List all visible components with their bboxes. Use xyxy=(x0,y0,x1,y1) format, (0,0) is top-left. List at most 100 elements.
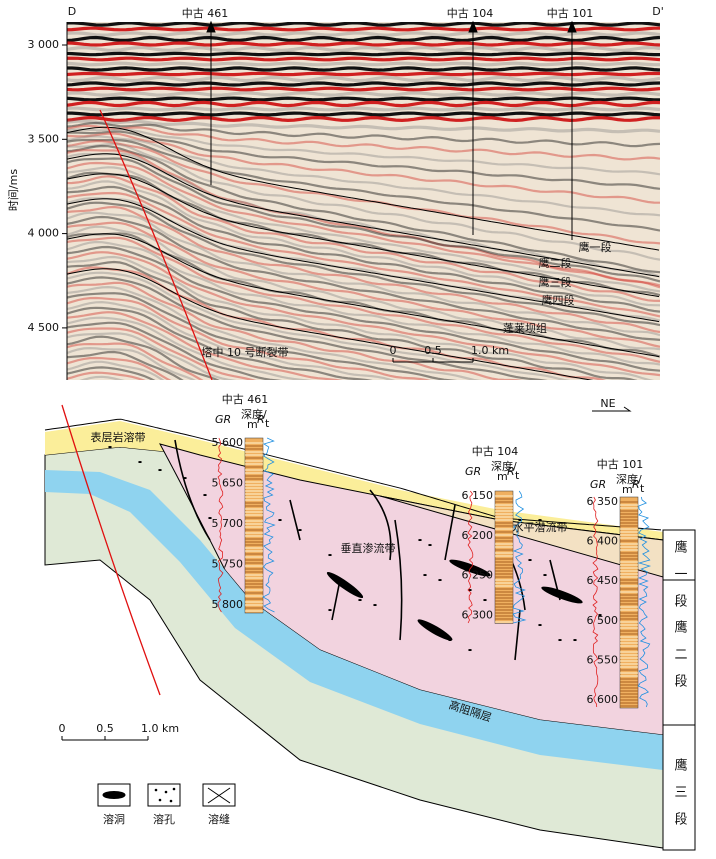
horizon xyxy=(67,268,594,380)
rt-curve xyxy=(262,437,276,613)
reflector xyxy=(67,245,660,372)
layer-label: 鹰二段 xyxy=(539,256,572,270)
fault-label: 塔中 10 号断裂带 xyxy=(202,345,289,359)
well-arrows xyxy=(206,20,577,240)
pore xyxy=(573,639,577,641)
pore xyxy=(278,519,282,521)
direction: NE xyxy=(600,397,615,410)
depth-label: 6 150 xyxy=(462,489,494,502)
reflector xyxy=(67,75,660,83)
section-start: D xyxy=(68,5,76,18)
reflector xyxy=(67,135,660,217)
log-gr: GR xyxy=(215,413,231,426)
pore xyxy=(518,519,522,521)
unit-label: 鹰二段 xyxy=(672,619,688,701)
log-rt-sub: t xyxy=(640,482,645,495)
depth-label: 6 450 xyxy=(587,574,619,587)
log-depth: 深度/ xyxy=(616,472,642,486)
layer-label: 鹰三段 xyxy=(539,275,572,289)
reflector xyxy=(67,236,660,363)
rt-curve xyxy=(512,490,527,624)
depth-label: 5 700 xyxy=(212,517,244,530)
reflector xyxy=(67,111,660,117)
barrier-layer xyxy=(45,470,663,770)
horizon xyxy=(67,173,660,298)
pore xyxy=(138,461,142,463)
reflector xyxy=(67,22,660,27)
pore xyxy=(558,639,562,641)
reflector xyxy=(67,41,660,47)
reflector xyxy=(67,26,660,32)
scale-label: 0.5 xyxy=(96,722,114,735)
reflector xyxy=(67,66,660,72)
pore xyxy=(448,639,452,641)
unit-label: 鹰三段 xyxy=(672,757,688,839)
unit-label: 鹰一段 xyxy=(672,539,688,621)
reflector xyxy=(67,180,660,307)
well-label: 中古 461 xyxy=(182,7,229,20)
pore xyxy=(183,477,187,479)
log-rt-sub: t xyxy=(515,469,520,482)
reflector xyxy=(67,121,660,148)
reflector xyxy=(67,211,660,337)
reflector xyxy=(67,285,482,380)
pore xyxy=(298,529,302,531)
pore xyxy=(328,609,332,611)
reflector xyxy=(67,321,283,380)
reflector xyxy=(67,175,660,302)
gr-curve xyxy=(217,437,224,613)
reflector xyxy=(67,251,660,377)
pore xyxy=(328,554,332,556)
reflector xyxy=(67,81,660,87)
gr-curve xyxy=(592,496,599,708)
reflector xyxy=(67,327,257,380)
scale-label: 0.5 xyxy=(424,344,442,357)
reflector xyxy=(67,144,660,274)
pore xyxy=(418,539,422,541)
reflector xyxy=(67,185,660,313)
pore xyxy=(208,517,212,519)
horizon xyxy=(67,198,660,323)
reflector xyxy=(67,205,660,334)
surface-karst-zone xyxy=(45,421,663,540)
reflector xyxy=(67,240,660,366)
reflector xyxy=(67,142,660,261)
section-end: D' xyxy=(652,5,664,18)
y-tick-label: 4 000 xyxy=(28,227,60,240)
reflector xyxy=(67,91,660,97)
pore xyxy=(538,624,542,626)
reflector xyxy=(67,306,373,380)
scale-bar xyxy=(392,358,474,363)
pore xyxy=(203,494,207,496)
layer-label: 鹰一段 xyxy=(579,240,612,254)
depth-label: 5 800 xyxy=(212,598,244,611)
reflector xyxy=(67,221,660,348)
reflector xyxy=(67,157,660,283)
log-depth: m xyxy=(247,418,258,431)
reflector xyxy=(67,71,660,77)
reflector xyxy=(67,115,660,123)
reflector xyxy=(67,271,571,380)
depth-label: 6 550 xyxy=(587,653,619,666)
pore xyxy=(373,604,377,606)
well-name: 中古 101 xyxy=(597,458,644,471)
reflector xyxy=(67,51,660,57)
reflector xyxy=(67,96,660,102)
top-surface xyxy=(44,418,662,531)
reflector xyxy=(67,292,458,380)
log-rt-sub: t xyxy=(265,417,270,430)
reflector xyxy=(67,124,660,161)
pore xyxy=(158,469,162,471)
reflector xyxy=(67,140,660,245)
pore xyxy=(108,446,112,448)
reflector xyxy=(67,119,660,134)
horizontal-zone xyxy=(379,495,664,578)
legend-label: 溶缝 xyxy=(208,812,230,826)
reflector xyxy=(67,132,660,204)
reflector xyxy=(67,166,660,293)
horizon xyxy=(67,153,660,278)
depth-label: 6 350 xyxy=(587,495,619,508)
pore xyxy=(528,559,532,561)
log-depth: 深度/ xyxy=(491,459,517,473)
legend-label: 溶孔 xyxy=(153,812,175,826)
